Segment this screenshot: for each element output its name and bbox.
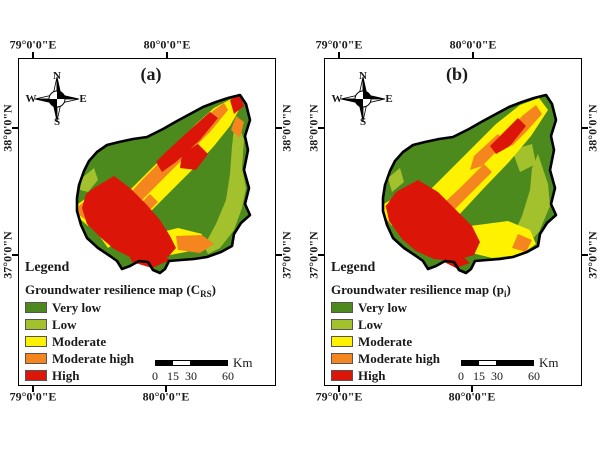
tick-bottom-left-b bbox=[338, 386, 340, 392]
high-swatch bbox=[25, 370, 47, 381]
scale-tick-0-b: 0 bbox=[458, 369, 464, 383]
lon-label-bottom-left-a: 79°0'0"E bbox=[9, 389, 57, 404]
scale-bar-b bbox=[461, 360, 534, 366]
scale-tick-60-b: 60 bbox=[528, 369, 540, 383]
lon-label-bottom-right-a: 80°0'0"E bbox=[142, 389, 190, 404]
tick-top-right-a bbox=[166, 52, 168, 58]
tick-left-37-b bbox=[318, 254, 324, 256]
compass-e-label-a: E bbox=[79, 93, 87, 105]
tick-bottom-right-b bbox=[471, 386, 473, 392]
groundwater-resilience-map-a bbox=[75, 93, 252, 275]
moderate-high-swatch bbox=[25, 353, 47, 364]
tick-right-38-b bbox=[582, 127, 588, 129]
scale-tick-15-b: 15 bbox=[473, 369, 485, 383]
lon-label-bottom-right-b: 80°0'0"E bbox=[448, 389, 496, 404]
high-swatch bbox=[331, 370, 353, 381]
lon-label-top-right-a: 80°0'0"E bbox=[143, 37, 191, 52]
tick-top-right-b bbox=[472, 52, 474, 58]
panel-label-a: (a) bbox=[140, 64, 162, 84]
tick-right-37-a bbox=[276, 254, 282, 256]
panel-b: 79°0'0"E 80°0'0"E 79°0'0"E 80°0'0"E 38°0… bbox=[306, 37, 600, 404]
scale-unit-b: Km bbox=[539, 355, 559, 370]
legend-header-a: Legend bbox=[25, 260, 70, 275]
moderate-high-swatch bbox=[331, 353, 353, 364]
very-low-swatch bbox=[25, 302, 47, 313]
compass-s-label-a: S bbox=[53, 116, 61, 128]
tick-right-37-b bbox=[582, 254, 588, 256]
moderate-swatch bbox=[331, 336, 353, 347]
low-swatch bbox=[25, 319, 47, 330]
scale-tick-30-a: 30 bbox=[185, 369, 197, 383]
legend-header-b: Legend bbox=[331, 260, 376, 275]
compass-w-label-b: W bbox=[331, 93, 343, 105]
groundwater-resilience-map-b bbox=[381, 93, 558, 275]
compass-w-label-a: W bbox=[25, 93, 37, 105]
tick-top-left-b bbox=[338, 52, 340, 58]
scale-tick-15-a: 15 bbox=[167, 369, 179, 383]
moderate-swatch bbox=[25, 336, 47, 347]
legend-title-b: Groundwater resilience map (pi) bbox=[331, 282, 511, 299]
scale-tick-60-a: 60 bbox=[222, 369, 234, 383]
tick-left-38-a bbox=[12, 127, 18, 129]
compass-n-label-a: N bbox=[53, 70, 61, 82]
panel-a: 79°0'0"E 80°0'0"E 79°0'0"E 80°0'0"E 38°0… bbox=[0, 37, 294, 404]
tick-top-left-a bbox=[32, 52, 34, 58]
compass-s-label-b: S bbox=[359, 116, 367, 128]
tick-left-37-a bbox=[12, 254, 18, 256]
compass-rose-icon bbox=[340, 76, 386, 122]
lon-label-top-left-b: 79°0'0"E bbox=[315, 37, 363, 52]
compass-e-label-b: E bbox=[385, 93, 393, 105]
compass-n-label-b: N bbox=[359, 70, 367, 82]
low-swatch bbox=[331, 319, 353, 330]
tick-left-38-b bbox=[318, 127, 324, 129]
lon-label-bottom-left-b: 79°0'0"E bbox=[315, 389, 363, 404]
scale-tick-0-a: 0 bbox=[152, 369, 158, 383]
scale-tick-30-b: 30 bbox=[491, 369, 503, 383]
scale-unit-a: Km bbox=[233, 355, 253, 370]
lon-label-top-left-a: 79°0'0"E bbox=[9, 37, 57, 52]
panel-label-b: (b) bbox=[446, 64, 468, 84]
compass-rose-icon bbox=[34, 76, 80, 122]
lon-label-top-right-b: 80°0'0"E bbox=[449, 37, 497, 52]
scale-bar-a bbox=[155, 360, 228, 366]
tick-bottom-right-a bbox=[165, 386, 167, 392]
tick-right-38-a bbox=[276, 127, 282, 129]
very-low-swatch bbox=[331, 302, 353, 313]
tick-bottom-left-a bbox=[32, 386, 34, 392]
legend-title-a: Groundwater resilience map (CRS) bbox=[25, 282, 216, 299]
